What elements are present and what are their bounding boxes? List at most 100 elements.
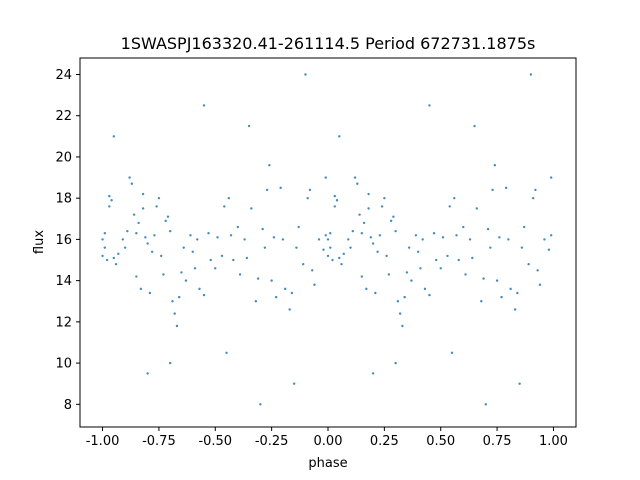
data-point (441, 236, 445, 239)
data-point (342, 252, 345, 256)
data-point (504, 186, 508, 190)
data-point (236, 225, 240, 229)
data-point (326, 238, 330, 241)
data-point (338, 135, 341, 138)
data-point (371, 242, 375, 245)
data-point (435, 258, 438, 262)
data-point (123, 246, 127, 249)
data-point (288, 308, 291, 311)
data-point (362, 221, 366, 225)
data-point (380, 205, 384, 208)
data-point (484, 403, 488, 406)
data-point (114, 262, 118, 266)
data-point (471, 256, 474, 260)
data-point (507, 238, 510, 241)
data-point (475, 207, 478, 210)
data-point (283, 287, 287, 291)
data-point (182, 246, 185, 249)
data-point (513, 308, 517, 311)
data-point (148, 291, 152, 295)
data-point (329, 246, 332, 249)
data-point (493, 163, 497, 167)
data-point (486, 227, 490, 231)
data-point (268, 163, 271, 167)
data-point (153, 234, 156, 237)
data-point (516, 291, 519, 295)
data-point (146, 242, 149, 245)
data-point (135, 232, 138, 235)
data-point (202, 293, 206, 297)
data-point (538, 283, 542, 286)
x-tick-label: -0.25 (255, 434, 289, 449)
data-point (245, 256, 249, 260)
data-point (175, 324, 179, 328)
data-point (522, 225, 526, 229)
data-point (191, 250, 194, 253)
data-point (385, 254, 388, 258)
data-point (308, 188, 312, 192)
data-point (367, 207, 370, 210)
plot-frame (79, 57, 577, 428)
data-point (101, 254, 104, 258)
data-point (157, 196, 161, 200)
data-point (180, 271, 183, 274)
data-point (498, 236, 501, 239)
data-point (146, 372, 149, 375)
data-point (261, 227, 264, 231)
x-tick-label: 1.00 (539, 434, 568, 449)
data-point (108, 205, 111, 208)
data-point (543, 238, 546, 241)
data-point (468, 238, 472, 241)
data-point (171, 300, 174, 303)
data-point (500, 295, 503, 299)
data-point (401, 324, 404, 328)
data-point (534, 188, 537, 192)
data-point (207, 232, 210, 235)
data-point (225, 351, 228, 354)
points-layer (101, 73, 553, 406)
data-point (126, 229, 129, 233)
data-point (335, 199, 339, 202)
data-point (347, 238, 350, 241)
data-point (550, 176, 553, 179)
data-point (101, 238, 104, 241)
data-point (272, 236, 276, 239)
data-point (407, 246, 411, 249)
data-point (432, 232, 436, 235)
data-point (326, 254, 330, 258)
x-tick-label: 0.00 (314, 434, 343, 449)
data-point (214, 267, 217, 270)
x-axis: -1.00 -0.75 -0.50 -0.25 0.00 0.25 0.50 0.75 1.00 (86, 427, 568, 449)
data-point (223, 205, 226, 208)
y-tick-label: 18 (55, 192, 72, 207)
data-point (455, 234, 458, 237)
data-point (410, 279, 413, 282)
data-point (421, 238, 424, 241)
data-point (531, 196, 535, 200)
data-point (295, 246, 298, 249)
data-point (324, 176, 327, 179)
data-point (376, 250, 379, 253)
data-point (162, 273, 165, 276)
x-axis-label: phase (308, 456, 347, 471)
data-point (338, 256, 341, 260)
y-axis-label: flux (32, 230, 47, 254)
data-point (150, 250, 154, 253)
data-point (480, 300, 483, 303)
data-point (536, 269, 539, 272)
data-point (550, 234, 553, 237)
data-point (137, 221, 140, 225)
data-point (333, 205, 336, 208)
data-point (216, 236, 219, 239)
data-point (378, 234, 382, 237)
data-point (193, 267, 197, 270)
data-point (369, 236, 373, 239)
data-point (518, 382, 521, 385)
data-point (265, 188, 269, 192)
data-point (250, 207, 253, 210)
data-point (353, 176, 357, 179)
data-point (367, 192, 370, 196)
y-tick-label: 22 (55, 109, 72, 124)
data-point (331, 258, 334, 262)
data-point (394, 229, 397, 233)
